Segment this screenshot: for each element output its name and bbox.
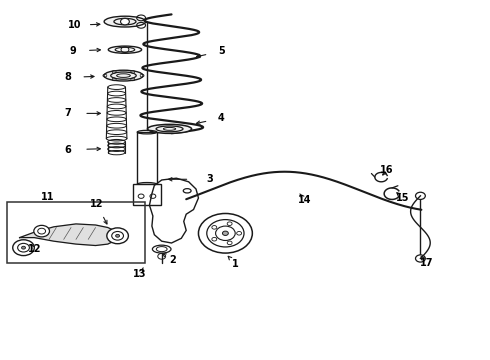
Text: 17: 17: [419, 258, 433, 268]
Circle shape: [198, 213, 252, 253]
Bar: [7, 202, 145, 263]
Text: 6: 6: [64, 145, 71, 155]
Text: 4: 4: [218, 113, 225, 123]
Ellipse shape: [106, 136, 127, 141]
Circle shape: [34, 225, 49, 237]
Text: 3: 3: [206, 174, 213, 184]
Text: 1: 1: [232, 258, 239, 269]
Ellipse shape: [107, 98, 126, 102]
Ellipse shape: [108, 91, 125, 96]
Circle shape: [416, 255, 425, 262]
Circle shape: [13, 240, 34, 256]
Text: 12: 12: [27, 244, 41, 254]
Ellipse shape: [107, 104, 126, 109]
Text: 15: 15: [396, 193, 410, 203]
Ellipse shape: [107, 123, 126, 128]
Circle shape: [416, 192, 425, 199]
Text: 8: 8: [64, 72, 71, 82]
Text: 13: 13: [133, 269, 147, 279]
Ellipse shape: [104, 16, 146, 27]
Circle shape: [107, 228, 128, 244]
Text: 16: 16: [380, 165, 394, 175]
Ellipse shape: [108, 85, 125, 90]
Text: 12: 12: [90, 199, 104, 210]
Ellipse shape: [108, 46, 142, 53]
Text: 5: 5: [218, 46, 225, 56]
Text: 11: 11: [41, 192, 54, 202]
Circle shape: [121, 18, 129, 25]
Ellipse shape: [104, 70, 143, 81]
Bar: [137, 132, 157, 184]
Circle shape: [222, 231, 228, 235]
Ellipse shape: [106, 130, 127, 135]
Ellipse shape: [147, 125, 192, 134]
Text: 10: 10: [68, 20, 81, 30]
Text: 9: 9: [69, 46, 76, 56]
Text: 7: 7: [64, 108, 71, 118]
Text: 14: 14: [298, 195, 312, 205]
Circle shape: [116, 234, 120, 237]
Bar: [133, 184, 161, 205]
Ellipse shape: [107, 111, 126, 115]
Ellipse shape: [107, 117, 126, 122]
Circle shape: [22, 246, 25, 249]
Polygon shape: [20, 224, 118, 246]
Text: 2: 2: [169, 255, 176, 265]
